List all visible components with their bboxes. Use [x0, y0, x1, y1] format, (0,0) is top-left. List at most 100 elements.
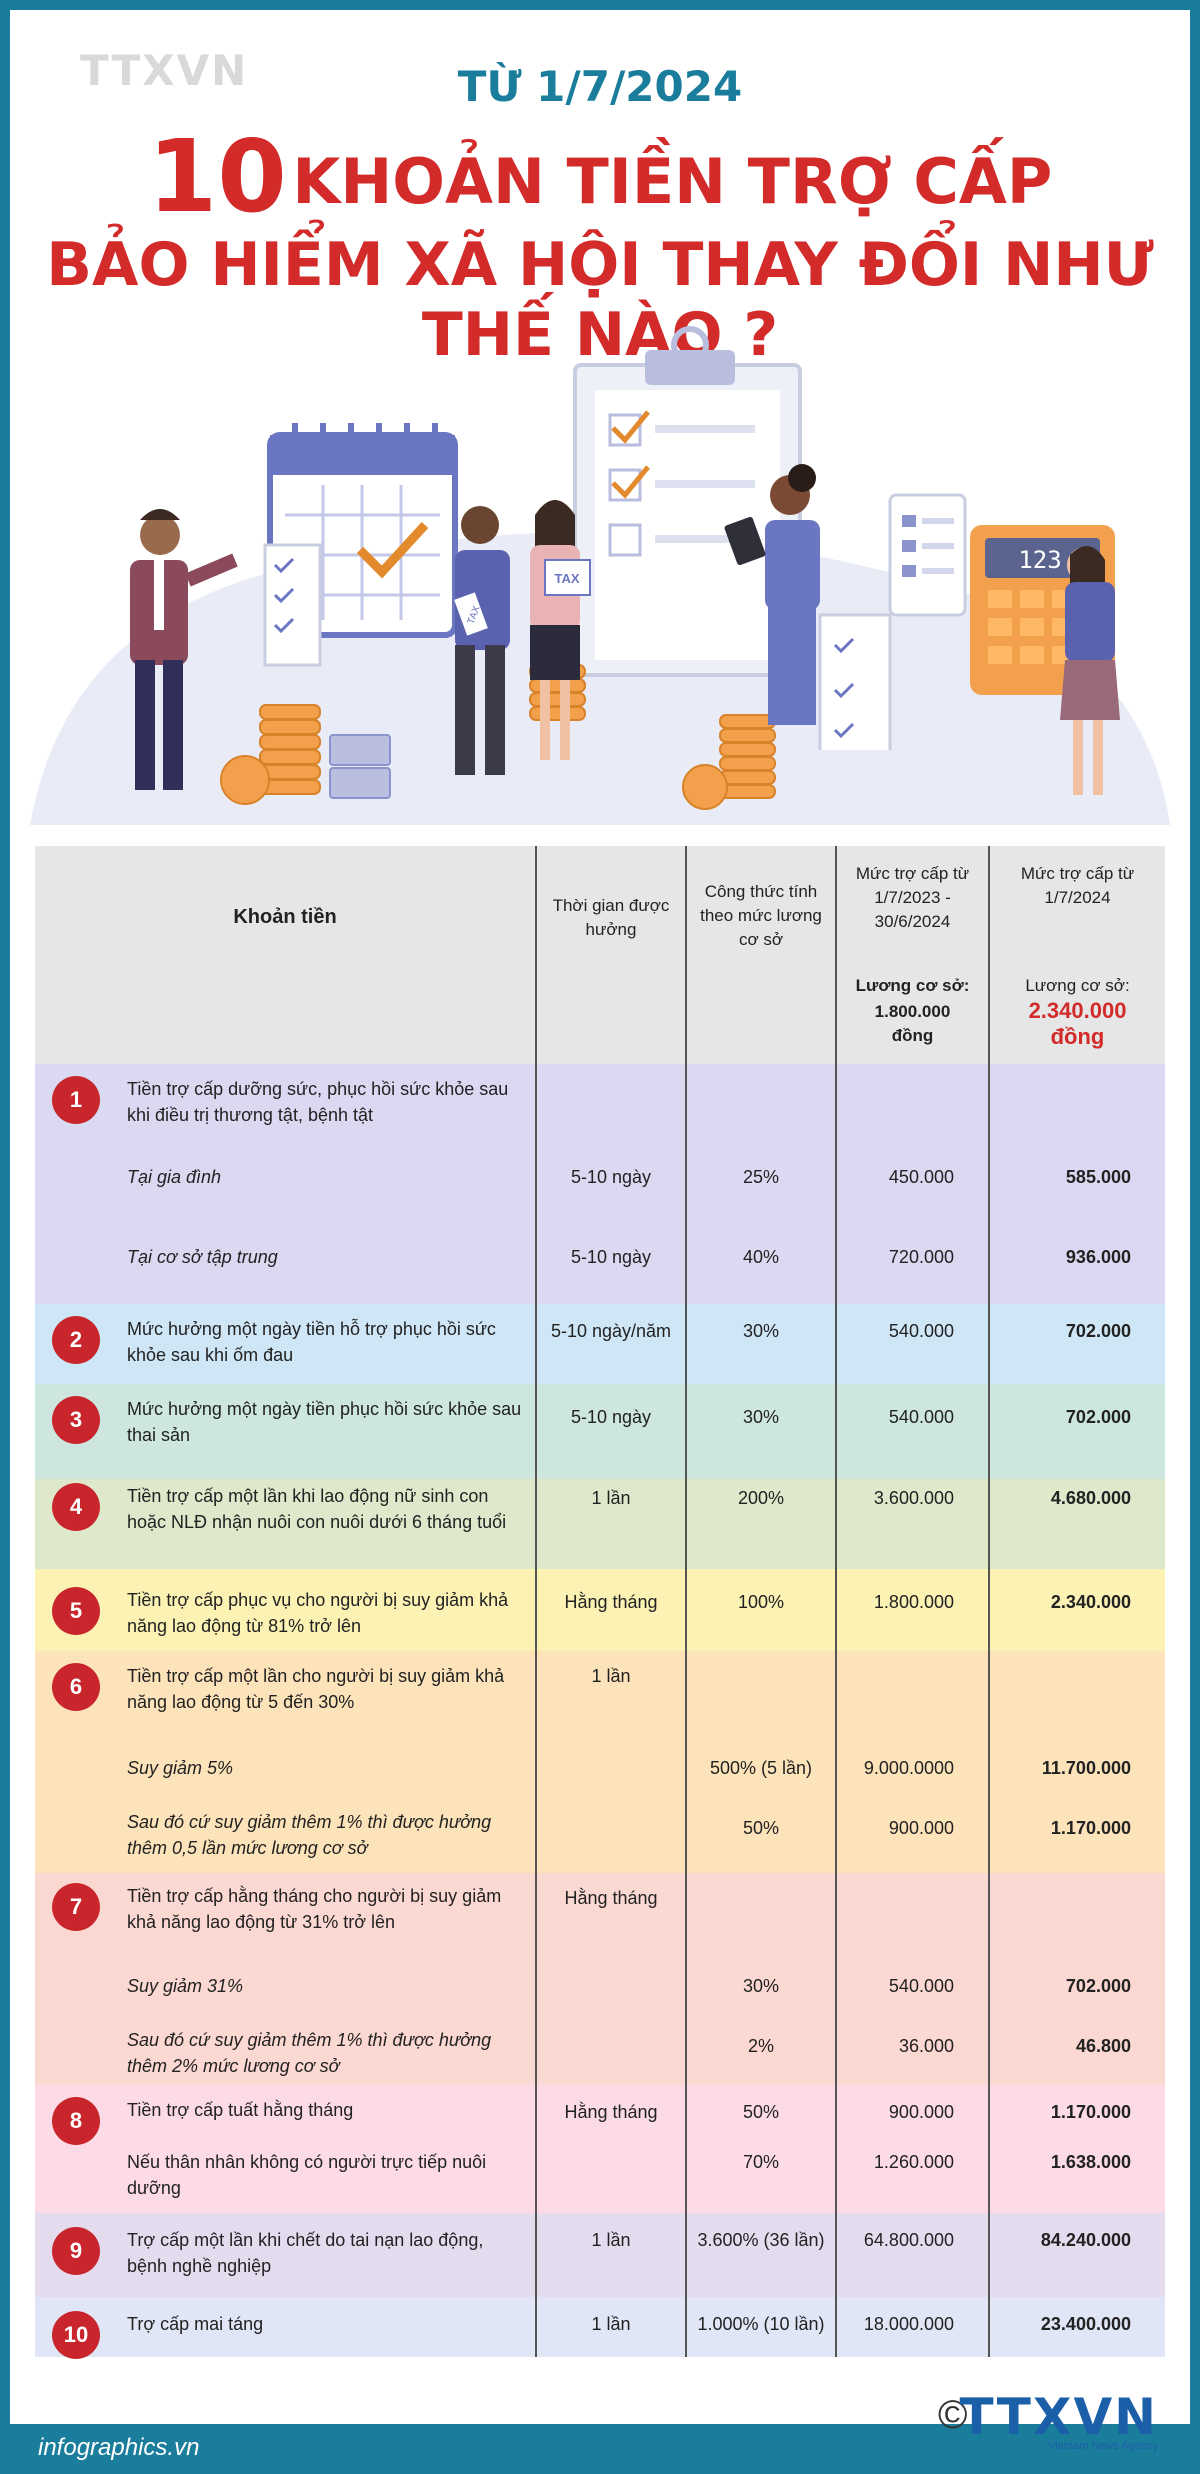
row-label-cell: 5 Tiền trợ cấp phục vụ cho người bị suy g… — [35, 1569, 535, 1651]
row-old-value-cell: 3.600.000 — [835, 1479, 988, 1569]
row-formula: 30% — [742, 1321, 780, 1341]
row-sub-label: Suy giảm 5% — [127, 1758, 234, 1778]
row-old-value: 18.000.000 — [863, 2314, 954, 2334]
row-new-value: 23.400.000 — [1040, 2314, 1131, 2334]
row-number-badge: 7 — [52, 1883, 100, 1931]
row-time-cell: 5-10 ngày/năm — [535, 1304, 685, 1384]
row-main-text: Trợ cấp mai táng — [127, 2314, 264, 2334]
row-time: 5-10 ngày/năm — [550, 1321, 672, 1341]
row-sub-old-value: 1.260.000 — [873, 2152, 954, 2172]
header-khoan-tien: Khoản tiền — [35, 846, 535, 1064]
row-label-cell: 10 Trợ cấp mai táng — [35, 2297, 535, 2359]
row-sub-time: 5-10 ngày — [570, 1247, 652, 1267]
row-time: Hằng tháng — [564, 1592, 658, 1612]
row-time: 1 lần — [591, 1666, 631, 1686]
header-thoi-gian: Thời gian được hưởng — [535, 846, 685, 1064]
row-old-value-cell: 9.000.0000 900.000 — [835, 1651, 988, 1873]
row-number-badge: 6 — [52, 1663, 100, 1711]
row-label-cell: 4 Tiền trợ cấp một lần khi lao động nữ si… — [35, 1479, 535, 1569]
row-sub-formula: 500% (5 lần) — [709, 1758, 813, 1778]
row-label-cell: 1 Tiền trợ cấp dưỡng sức, phục hồi sức kh… — [35, 1064, 535, 1304]
row-old-value-cell: 540.000 — [835, 1384, 988, 1479]
row-new-value: 84.240.000 — [1040, 2230, 1131, 2250]
row-sub-formula: 70% — [742, 2152, 780, 2172]
row-formula: 100% — [737, 1592, 785, 1612]
header-thoi-gian-label: Thời gian được hưởng — [552, 896, 670, 939]
row-formula-cell: 30% 2% — [685, 1873, 835, 2085]
row-sub-label: Tại cơ sở tập trung — [127, 1247, 278, 1267]
header-muc-moi-title: Mức trợ cấp từ 1/7/2024 — [1020, 864, 1135, 907]
row-time-cell: 1 lần — [535, 1651, 685, 1873]
title-line-1-text: KHOẢN TIỀN TRỢ CẤP — [292, 145, 1053, 218]
row-main-text: Tiền trợ cấp phục vụ cho người bị suy gi… — [127, 1590, 509, 1636]
title-line-2: BẢO HIỂM XÃ HỘI THAY ĐỔI NHƯ THẾ NÀO ? — [46, 230, 1154, 370]
header-cong-thuc: Công thức tính theo mức lương cơ sở — [685, 846, 835, 1064]
row-sub-label: Nếu thân nhân không có người trực tiếp n… — [127, 2152, 487, 2198]
person-man-with-paper: TAX — [454, 506, 510, 775]
row-time-cell: 1 lần — [535, 2297, 685, 2357]
row-sub-new-value: 936.000 — [1065, 1247, 1131, 1267]
table-row: 4 Tiền trợ cấp một lần khi lao động nữ si… — [35, 1479, 1165, 1569]
row-new-value-cell: 11.700.000 1.170.000 — [988, 1651, 1165, 1873]
row-old-value: 540.000 — [888, 1407, 954, 1427]
row-sub-label: Suy giảm 31% — [127, 1976, 244, 1996]
calculator-display: 123 — [1018, 546, 1061, 574]
row-formula: 1.000% (10 lần) — [697, 2314, 825, 2334]
row-new-value-cell: 702.000 — [988, 1304, 1165, 1384]
row-formula-cell: 3.600% (36 lần) — [685, 2213, 835, 2297]
row-time: 5-10 ngày — [570, 1407, 652, 1427]
row-sub-formula: 50% — [742, 1818, 780, 1838]
row-number-badge: 4 — [52, 1483, 100, 1531]
receipt-paper — [818, 493, 967, 750]
row-old-value-cell: 64.800.000 — [835, 2213, 988, 2297]
table-row: 8 Tiền trợ cấp tuất hằng tháng Nếu thân nh… — [35, 2085, 1165, 2213]
row-main-text: Mức hưởng một ngày tiền hỗ trợ phục hồi … — [127, 1319, 496, 1365]
row-formula-cell: 30% — [685, 1304, 835, 1384]
table-row: 9 Trợ cấp một lần khi chết do tai nạn lao… — [35, 2213, 1165, 2297]
header-muc-cu-base-label: Lương cơ sở: — [855, 976, 970, 995]
watermark-logo: TTXVN — [80, 46, 249, 95]
row-new-value: 4.680.000 — [1050, 1488, 1131, 1508]
footer-site-link[interactable]: infographics.vn — [38, 2434, 200, 2461]
row-sub-label: Sau đó cứ suy giảm thêm 1% thì được hưởn… — [127, 1812, 492, 1858]
row-time: 1 lần — [591, 2314, 631, 2334]
header-muc-moi-base-label: Lương cơ sở: — [1025, 976, 1130, 995]
header-muc-moi-base-value: 2.340.000 đồng — [1028, 998, 1127, 1049]
row-sub-new-value: 585.000 — [1065, 1167, 1131, 1187]
ttxvn-logo: TTXVN Vietnam News Agency — [960, 2388, 1158, 2452]
table-row: 7 Tiền trợ cấp hằng tháng cho người bị su… — [35, 1873, 1165, 2085]
checklist-paper-left — [263, 543, 322, 667]
row-formula-cell: 25% 40% — [685, 1064, 835, 1304]
row-main-text: Mức hưởng một ngày tiền phục hồi sức khỏ… — [127, 1399, 522, 1445]
row-main-text: Tiền trợ cấp tuất hằng tháng — [127, 2100, 354, 2120]
row-time-cell: 1 lần — [535, 1479, 685, 1569]
row-old-value: 64.800.000 — [863, 2230, 954, 2250]
row-sub-formula: 40% — [742, 1247, 780, 1267]
row-new-value-cell: 23.400.000 — [988, 2297, 1165, 2357]
row-new-value: 2.340.000 — [1050, 1592, 1131, 1612]
row-old-value: 1.800.000 — [873, 1592, 954, 1612]
header-muc-cu-base-value: 1.800.000 đồng — [874, 1002, 951, 1045]
header-muc-cu: Mức trợ cấp từ 1/7/2023 - 30/6/2024 Lương… — [835, 846, 988, 1064]
row-time-cell: Hằng tháng — [535, 1873, 685, 2085]
row-new-value-cell: 4.680.000 — [988, 1479, 1165, 1569]
table-row: 6 Tiền trợ cấp một lần cho người bị suy g… — [35, 1651, 1165, 1873]
person-man-presenting — [130, 509, 238, 790]
header-cong-thuc-label: Công thức tính theo mức lương cơ sở — [700, 882, 822, 949]
row-new-value: 702.000 — [1065, 1407, 1131, 1427]
row-main-text: Trợ cấp một lần khi chết do tai nạn lao … — [127, 2230, 484, 2276]
row-sub-new-value: 46.800 — [1075, 2036, 1131, 2056]
row-new-value-cell: 1.170.000 1.638.000 — [988, 2085, 1165, 2213]
logo-subtitle: Vietnam News Agency — [1048, 2440, 1158, 2452]
row-number-badge: 1 — [52, 1076, 100, 1124]
logo-mark: TTXVN — [959, 2388, 1158, 2446]
row-time-cell: Hằng tháng — [535, 2085, 685, 2213]
row-main-text: Tiền trợ cấp hằng tháng cho người bị suy… — [127, 1886, 502, 1932]
header-khoan-tien-label: Khoản tiền — [233, 906, 337, 928]
row-new-value-cell: 702.000 — [988, 1384, 1165, 1479]
banknotes — [329, 734, 391, 799]
row-old-value-cell: 900.000 1.260.000 — [835, 2085, 988, 2213]
row-number-badge: 9 — [52, 2227, 100, 2275]
row-sub-old-value: 9.000.0000 — [863, 1758, 954, 1778]
table-row: 5 Tiền trợ cấp phục vụ cho người bị suy g… — [35, 1569, 1165, 1651]
